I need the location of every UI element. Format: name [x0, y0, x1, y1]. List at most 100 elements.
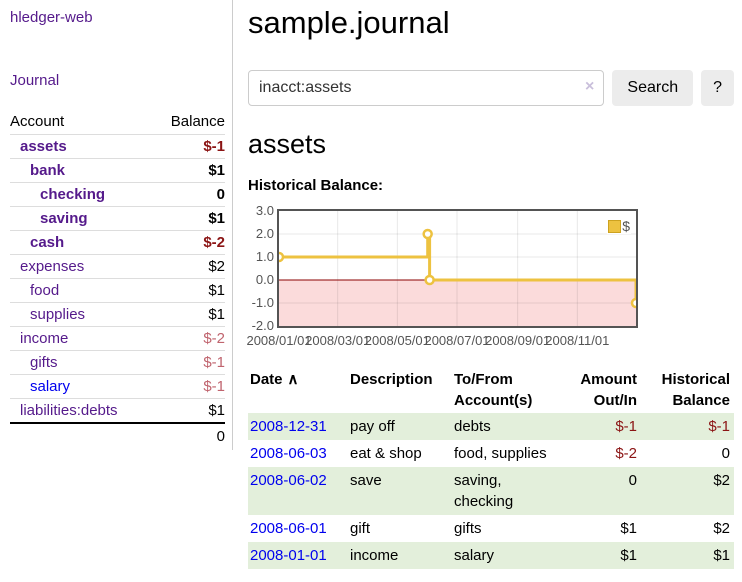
search-input[interactable] [248, 70, 605, 106]
accounts-header-balance: Balance [170, 113, 225, 130]
x-axis-tick-label: 2008/09/01 [485, 333, 551, 348]
sidebar-account-link[interactable]: gifts [30, 354, 58, 371]
brand-link[interactable]: hledger-web [10, 9, 93, 26]
register-row: 2008-01-01 income salary $1 $1 [248, 542, 734, 569]
register-accounts-cell: food, supplies [454, 445, 547, 462]
sidebar-account-link[interactable]: assets [20, 138, 67, 155]
register-header-date-label: Date [250, 371, 283, 388]
register-date-link[interactable]: 2008-01-01 [250, 547, 327, 564]
chart-plot-area: $ [277, 209, 638, 328]
account-balance: $-1 [203, 138, 225, 155]
account-balance: $1 [208, 306, 225, 323]
clear-search-icon[interactable]: × [585, 78, 595, 95]
account-row: salary $-1 [10, 374, 225, 398]
y-axis-tick-label: -1.0 [251, 295, 274, 310]
register-header-accounts: To/From Account(s) [454, 371, 533, 409]
register-row: 2008-06-02 save saving, checking 0 $2 [248, 467, 734, 515]
register-header-description: Description [350, 371, 433, 388]
sidebar-account-link[interactable]: saving [40, 210, 88, 227]
x-axis-tick-label: 2008/11/01 [545, 333, 610, 348]
register-amount-cell: 0 [628, 472, 637, 489]
y-axis-tick-label: 1.0 [255, 249, 274, 264]
account-row: food $1 [10, 278, 225, 302]
register-date-link[interactable]: 2008-06-02 [250, 472, 327, 489]
register-accounts-cell: saving, checking [454, 472, 514, 510]
register-header-amount: Amount Out/In [580, 371, 637, 409]
register-description-cell: gift [350, 520, 371, 537]
sidebar-account-link[interactable]: food [30, 282, 60, 299]
y-axis-tick-label: 2.0 [255, 226, 274, 241]
x-axis-tick-label: 2008/03/01 [305, 333, 371, 348]
account-row: bank $1 [10, 158, 225, 182]
sidebar-account-link[interactable]: salary [30, 378, 71, 395]
register-date-cell: 2008-01-01 [248, 542, 346, 569]
account-heading: assets [248, 129, 327, 159]
legend-swatch-icon [608, 219, 622, 233]
x-axis-tick-label: 2008/05/01 [364, 333, 430, 348]
account-balance: $-1 [203, 354, 225, 371]
chart-legend: $ [607, 218, 631, 234]
account-row: income $-2 [10, 326, 225, 350]
sidebar-account-link[interactable]: income [20, 330, 69, 347]
app-window: hledger-web Journal Account Balance asse… [0, 0, 734, 569]
register-accounts-cell: debts [454, 418, 491, 435]
account-balance: $-1 [203, 378, 225, 395]
register-description-cell: pay off [350, 418, 395, 435]
accounts-rows: assets $-1 bank $1 checking 0 saving $1 cash $-2 e… [10, 134, 225, 422]
sidebar-account-link[interactable]: checking [40, 186, 106, 203]
account-row: supplies $1 [10, 302, 225, 326]
sidebar-account-link[interactable]: supplies [30, 306, 86, 323]
y-axis-tick-label: -2.0 [251, 318, 274, 333]
help-button[interactable]: ? [701, 70, 734, 106]
register-header-balance: Historical Balance [661, 371, 730, 409]
page-title: sample.journal [248, 5, 450, 40]
accounts-table-header: Account Balance [10, 110, 225, 134]
sidebar: hledger-web Journal Account Balance asse… [0, 0, 233, 450]
register-date-cell: 2008-12-31 [248, 413, 346, 440]
register-date-link[interactable]: 2008-12-31 [250, 418, 327, 435]
account-row: saving $1 [10, 206, 225, 230]
accounts-header-account: Account [10, 113, 65, 130]
account-balance: $2 [208, 258, 225, 275]
sidebar-account-link[interactable]: liabilities:debts [20, 402, 118, 419]
chart-title: Historical Balance: [248, 177, 384, 194]
account-row: cash $-2 [10, 230, 225, 254]
search-button[interactable]: Search [612, 70, 694, 106]
register-amount-cell: $1 [620, 547, 637, 564]
account-balance: $1 [208, 282, 225, 299]
register-row: 2008-06-01 gift gifts $1 $2 [248, 515, 734, 542]
register-table: Date ∧ Description To/From Account(s) Amo… [248, 367, 734, 569]
register-balance-cell: $2 [713, 520, 730, 537]
account-balance: $1 [208, 210, 225, 227]
account-balance: $1 [208, 162, 225, 179]
account-balance: $1 [208, 402, 225, 419]
accounts-total-row: 0 [10, 422, 225, 449]
register-balance-cell: 0 [721, 445, 730, 462]
account-balance: $-2 [203, 330, 225, 347]
register-rows: 2008-12-31 pay off debts $-1 $-1 2008-06-03 ea… [248, 413, 734, 569]
register-description-cell: eat & shop [350, 445, 422, 462]
register-accounts-cell: salary [454, 547, 495, 564]
register-date-cell: 2008-06-02 [248, 467, 346, 515]
main-content: sample.journal × Search ? assets Histori… [246, 0, 734, 569]
account-row: checking 0 [10, 182, 225, 206]
y-axis-tick-label: 0.0 [255, 272, 274, 287]
register-balance-cell: $1 [713, 547, 730, 564]
register-amount-cell: $-2 [615, 445, 637, 462]
x-axis-tick-label: 2008/01/01 [246, 333, 312, 348]
search-form: × Search ? [248, 70, 734, 106]
sidebar-item-journal[interactable]: Journal [10, 72, 60, 89]
accounts-table: Account Balance assets $-1 bank $1 checking 0… [10, 110, 225, 449]
register-date-cell: 2008-06-03 [248, 440, 346, 467]
sidebar-account-link[interactable]: bank [30, 162, 66, 179]
register-header-date[interactable]: Date ∧ [248, 367, 346, 413]
register-amount-cell: $-1 [615, 418, 637, 435]
sidebar-account-link[interactable]: cash [30, 234, 65, 251]
sidebar-account-link[interactable]: expenses [20, 258, 85, 275]
register-balance-cell: $2 [713, 472, 730, 489]
account-balance: $-2 [203, 234, 225, 251]
x-axis-tick-label: 2008/07/01 [424, 333, 490, 348]
register-date-link[interactable]: 2008-06-01 [250, 520, 327, 537]
historical-balance-chart: $ 3.0 2.0 1.0 0.0 -1.0 -2.0 2008/01/01 2008/03/… [246, 203, 734, 353]
register-date-link[interactable]: 2008-06-03 [250, 445, 327, 462]
